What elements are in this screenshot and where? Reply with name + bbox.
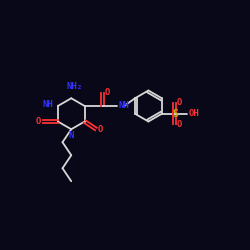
Text: NH: NH [42, 100, 53, 109]
Text: S: S [172, 109, 178, 119]
Text: O: O [177, 98, 182, 107]
Text: O: O [104, 88, 110, 96]
Text: O: O [98, 124, 103, 134]
Text: NH₂: NH₂ [66, 82, 82, 91]
Text: O: O [177, 120, 182, 129]
Text: OH: OH [189, 109, 200, 118]
Text: N: N [68, 130, 73, 140]
Text: O: O [36, 117, 41, 126]
Text: NH: NH [118, 101, 129, 110]
